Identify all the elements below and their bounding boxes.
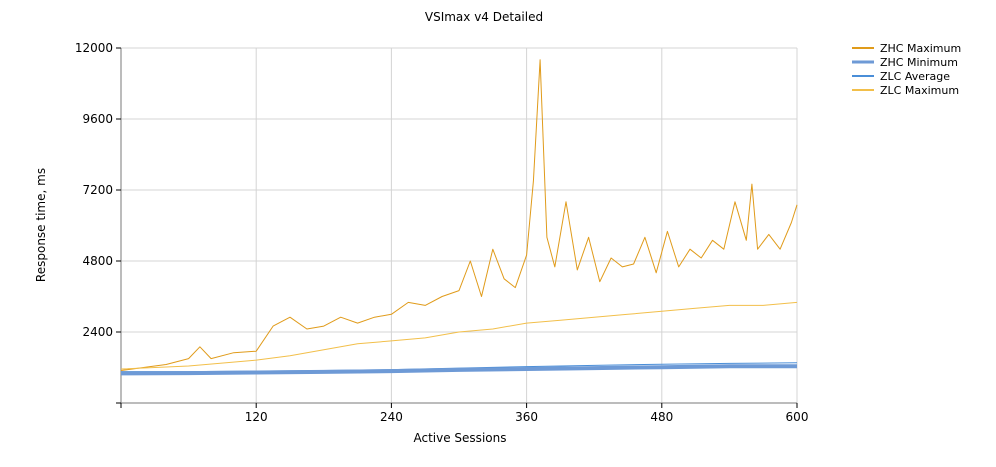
series-line-zhc-minimum [120, 364, 797, 376]
y-tick-label: 12000 [75, 41, 113, 55]
y-axis-label: Response time, ms [34, 168, 48, 282]
y-tick-label: 4800 [82, 254, 113, 268]
x-tick-label: 600 [786, 410, 809, 424]
y-tick-label: 9600 [82, 112, 113, 126]
y-tick-label: 7200 [82, 183, 113, 197]
series-line-zhc-maximum [120, 59, 798, 371]
series-line-zlc-maximum [120, 301, 798, 370]
legend-label-zlc-maximum: ZLC Maximum [880, 84, 959, 97]
x-tick-label: 480 [650, 410, 673, 424]
x-axis-label: Active Sessions [414, 431, 507, 445]
grid [121, 47, 798, 403]
x-tick-label: 240 [380, 410, 403, 424]
legend-label-zlc-average: ZLC Average [880, 70, 950, 83]
series-group [120, 59, 798, 376]
y-tick-label: 2400 [82, 325, 113, 339]
x-tick-label: 360 [515, 410, 538, 424]
axes: 120 240 360 480 600 2400 4800 7200 9600 12000 [75, 41, 809, 424]
legend-label-zhc-maximum: ZHC Maximum [880, 42, 961, 55]
legend-label-zhc-minimum: ZHC Minimum [880, 56, 958, 69]
x-tick-label: 120 [245, 410, 268, 424]
chart-title: VSImax v4 Detailed [425, 10, 543, 24]
